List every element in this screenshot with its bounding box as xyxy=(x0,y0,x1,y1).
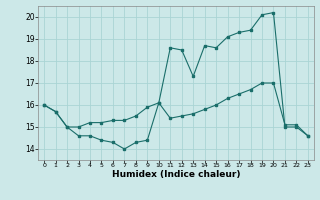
X-axis label: Humidex (Indice chaleur): Humidex (Indice chaleur) xyxy=(112,170,240,179)
